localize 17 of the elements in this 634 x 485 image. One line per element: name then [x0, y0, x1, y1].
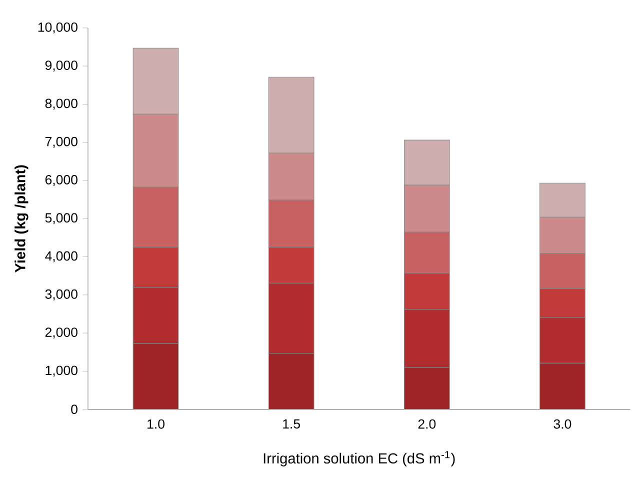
y-axis-title: Yield (kg /plant) — [14, 165, 28, 273]
y-tick-label: 6,000 — [45, 175, 78, 186]
y-tick-label: 0 — [71, 404, 78, 414]
y-tick-label: 3,000 — [45, 290, 78, 300]
y-tick-label: 8,000 — [45, 98, 78, 110]
x-tick-label: 1.5 — [283, 419, 300, 429]
x-tick-label: 2.0 — [418, 419, 436, 429]
y-tick-label: 7,000 — [45, 136, 78, 148]
y-tick-label: 1,000 — [46, 366, 78, 377]
y-tick-label: 9,000 — [45, 60, 78, 72]
x-tick-label: 1.0 — [148, 419, 164, 429]
y-tick-label: 4,000 — [45, 251, 78, 262]
y-tick-label: 2,000 — [45, 328, 78, 339]
y-tick-label: 10,000 — [38, 22, 78, 34]
x-tick-label: 3.0 — [554, 419, 572, 429]
x-axis-title: Irrigation solution EC (dS m$^{-1}$) — [264, 451, 455, 466]
y-tick-label: 5,000 — [45, 213, 78, 224]
